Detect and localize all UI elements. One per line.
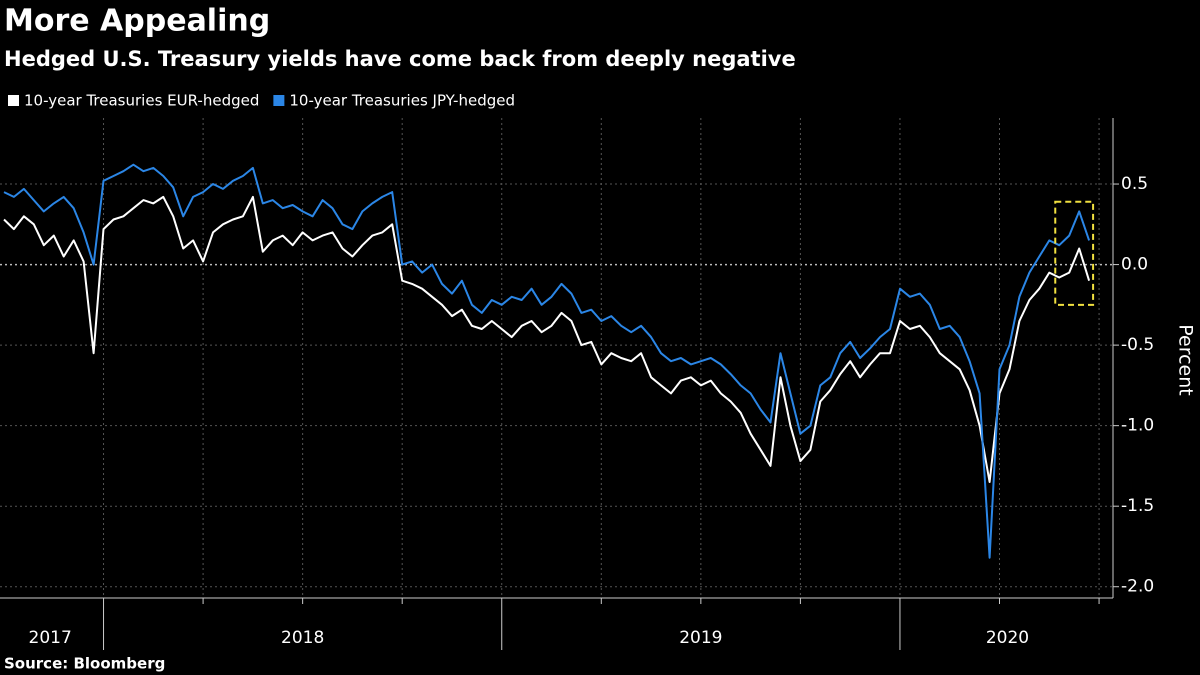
x-tick-label: 2019 — [679, 628, 722, 648]
x-tick-label: 2017 — [29, 628, 72, 648]
y-tick-label: -1.0 — [1121, 416, 1154, 436]
chart-title: More Appealing — [4, 4, 270, 39]
legend-label: 10-year Treasuries JPY-hedged — [289, 92, 515, 110]
line-series — [3, 163, 1091, 559]
y-tick-label: -1.5 — [1121, 496, 1154, 516]
y-axis-label: Percent — [1175, 324, 1197, 396]
line-series — [3, 195, 1091, 483]
x-tick-label: 2020 — [986, 628, 1029, 648]
y-tick-label: 0.5 — [1121, 174, 1148, 194]
chart-subtitle: Hedged U.S. Treasury yields have come ba… — [4, 47, 796, 71]
highlight-box — [1054, 200, 1095, 306]
source: Source: Bloomberg — [4, 655, 165, 673]
x-tick-label: 2018 — [281, 628, 324, 648]
y-tick-label: -0.5 — [1121, 335, 1154, 355]
y-tick-label: 0.0 — [1121, 255, 1148, 275]
legend-swatch — [8, 95, 19, 106]
legend-label: 10-year Treasuries EUR-hedged — [24, 92, 259, 110]
y-tick-label: -2.0 — [1121, 577, 1154, 597]
legend-swatch — [273, 95, 285, 106]
